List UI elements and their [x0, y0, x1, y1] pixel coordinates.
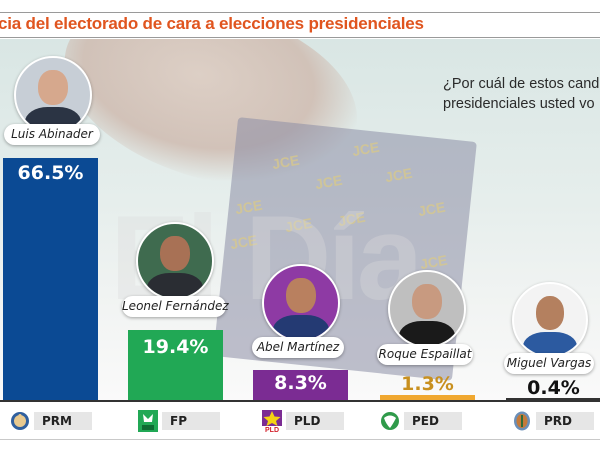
title-rule: [0, 37, 600, 38]
avatar-luis-abinader: [14, 56, 92, 134]
avatar-abel-martinez: [262, 264, 340, 342]
party-code: PRD: [536, 412, 594, 430]
percent-label: 19.4%: [142, 336, 209, 358]
candidate-name: Leonel Fernández: [122, 296, 229, 317]
candidate-name: Abel Martínez: [252, 337, 344, 358]
party-pld: PLD PLD: [262, 410, 344, 432]
party-fp: FP: [138, 410, 220, 432]
pld-star-icon: PLD: [262, 410, 282, 432]
chart-title: cia del electorado de cara a elecciones …: [0, 14, 424, 33]
percent-label: 66.5%: [17, 162, 84, 184]
bar-miguel-vargas: [506, 398, 600, 401]
svg-text:PLD: PLD: [265, 427, 279, 432]
party-code: FP: [162, 412, 220, 430]
percent-label: 8.3%: [274, 372, 327, 394]
avatar-leonel-fernandez: [136, 222, 214, 300]
question-line-2: presidenciales usted vo: [443, 96, 595, 112]
party-prm: PRM: [10, 410, 92, 432]
fp-logo-icon: [138, 410, 158, 432]
bar-luis-abinader: [3, 158, 98, 401]
percent-label: 0.4%: [527, 377, 580, 399]
bottom-rule: [0, 439, 600, 440]
question-line-1: ¿Por cuál de estos cand: [443, 76, 600, 92]
bar-roque-espaillat: [380, 395, 475, 401]
avatar-miguel-vargas: [512, 282, 588, 358]
party-code: PLD: [286, 412, 344, 430]
party-prd: PRD: [512, 410, 594, 432]
chart-baseline: [0, 400, 600, 402]
candidate-name: Luis Abinader: [4, 124, 100, 145]
party-code: PRM: [34, 412, 92, 430]
top-rule: [0, 12, 600, 13]
party-code: PED: [404, 412, 462, 430]
candidate-name: Roque Espaillat: [377, 344, 473, 365]
avatar-roque-espaillat: [388, 270, 466, 348]
survey-question: ¿Por cuál de estos cand presidenciales u…: [443, 74, 599, 114]
party-ped: PED: [380, 410, 462, 432]
ped-globe-icon: [380, 410, 400, 432]
prm-logo-icon: [10, 410, 30, 432]
prd-seal-icon: [512, 410, 532, 432]
percent-label: 1.3%: [401, 373, 454, 395]
candidate-name: Miguel Vargas: [504, 353, 594, 374]
bar-leonel-fernandez: [128, 330, 223, 401]
bar-abel-martinez: [253, 370, 348, 401]
